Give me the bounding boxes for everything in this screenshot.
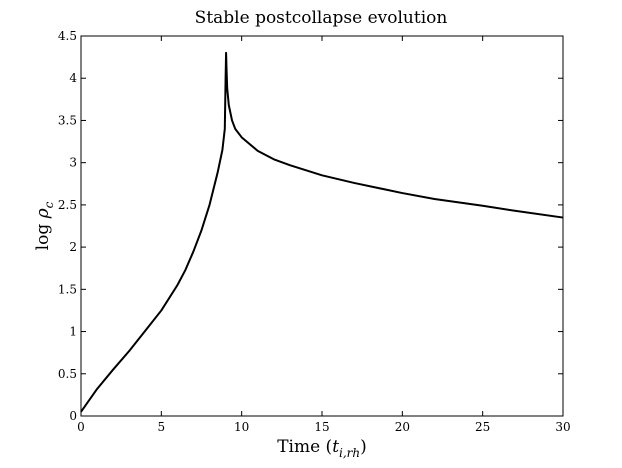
y-axis-label-subscript: c <box>42 201 56 208</box>
y-tick-label: 4.5 <box>58 29 77 43</box>
x-axis-ticks: 0 5 10 15 20 25 30 <box>77 36 571 434</box>
y-tick-label: 3.5 <box>58 113 77 127</box>
x-axis-label: Time (ti,rh) <box>277 437 367 460</box>
y-tick-label: 0.5 <box>58 367 77 381</box>
x-tick-label: 20 <box>395 420 410 434</box>
y-tick-label: 3 <box>69 156 77 170</box>
x-axis-label-subscript: i,rh <box>339 446 360 460</box>
x-tick-label: 10 <box>234 420 249 434</box>
x-axis-label-symbol: t <box>332 437 339 457</box>
series-line <box>80 51 564 413</box>
x-axis-label-prefix: Time ( <box>277 437 332 457</box>
x-tick-label: 30 <box>555 420 570 434</box>
y-tick-label: 2.5 <box>58 198 77 212</box>
y-tick-label: 1.5 <box>58 282 77 296</box>
y-axis-ticks: 0 0.5 1 1.5 2 2.5 3 3.5 4 4.5 <box>58 29 563 423</box>
x-tick-label: 5 <box>158 420 166 434</box>
y-tick-label: 2 <box>69 240 77 254</box>
x-tick-label: 0 <box>77 420 85 434</box>
y-axis-label-prefix: log <box>33 218 53 250</box>
x-tick-label: 15 <box>314 420 329 434</box>
y-axis-label: log ρc <box>33 201 56 250</box>
series-layer <box>80 51 564 413</box>
y-axis-label-symbol: ρ <box>33 208 53 219</box>
plot-area <box>80 35 564 417</box>
y-tick-label: 1 <box>69 325 77 339</box>
x-axis-label-suffix: ) <box>360 437 367 457</box>
x-tick-label: 25 <box>475 420 490 434</box>
y-tick-label: 4 <box>69 71 77 85</box>
chart-title: Stable postcollapse evolution <box>195 8 448 28</box>
y-tick-label: 0 <box>69 409 77 423</box>
